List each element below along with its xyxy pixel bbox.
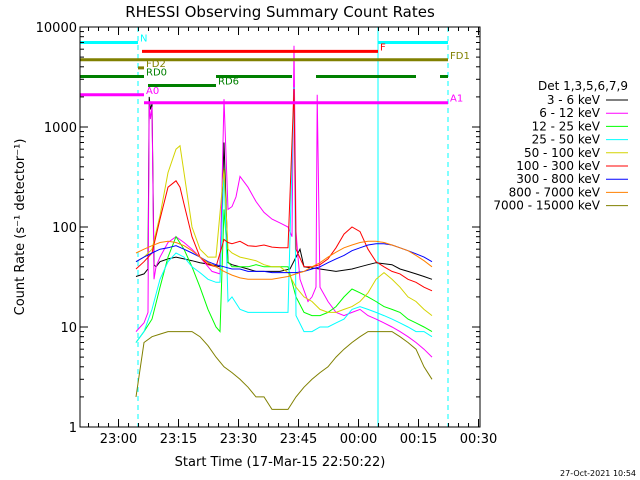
y-tick-label-0: 1 xyxy=(69,421,77,436)
legend-label-7: 800 - 7000 keV xyxy=(509,185,601,199)
series-line-5 xyxy=(135,88,433,292)
legend-label-1: 6 - 12 keV xyxy=(539,106,601,120)
series-line-6 xyxy=(135,243,433,274)
series-line-0 xyxy=(135,96,433,280)
y-tick-label-4: 10000 xyxy=(36,21,77,36)
flag-label-0: N xyxy=(140,33,147,44)
legend-label-5: 100 - 300 keV xyxy=(516,159,600,173)
y-tick-label-3: 1000 xyxy=(44,121,77,136)
series-line-7 xyxy=(135,240,433,280)
y-axis-label: Count Rate (s⁻¹ detector⁻¹) xyxy=(13,139,28,316)
legend-label-0: 3 - 6 keV xyxy=(547,93,601,107)
flag-label-4: RD0 xyxy=(146,67,167,78)
timestamp: 27-Oct-2021 10:54 xyxy=(560,469,636,478)
x-tick-label-4: 00:00 xyxy=(340,432,377,447)
series-line-3 xyxy=(135,87,433,343)
chart-title: RHESSI Observing Summary Count Rates xyxy=(125,3,435,21)
series-line-1 xyxy=(135,45,433,358)
legend-title: Det 1,3,5,6,7,9 xyxy=(538,79,628,93)
flag-label-5: RD6 xyxy=(218,77,239,88)
flag-label-1: F xyxy=(380,42,386,53)
x-tick-label-5: 00:15 xyxy=(400,432,437,447)
axes: 23:00 23:15 23:30 23:45 00:00 00:15 00:30 1 10 10… xyxy=(36,21,498,447)
legend-label-4: 50 - 100 keV xyxy=(524,146,601,160)
legend-label-8: 7000 - 15000 keV xyxy=(493,199,600,213)
legend-label-2: 12 - 25 keV xyxy=(532,119,601,133)
y-tick-label-1: 10 xyxy=(60,321,77,336)
flag-label-6: A0 xyxy=(146,86,159,97)
legend-label-6: 300 - 800 keV xyxy=(516,172,600,186)
x-tick-label-2: 23:30 xyxy=(220,432,257,447)
x-tick-label-3: 23:45 xyxy=(280,432,317,447)
series-line-8 xyxy=(135,331,433,410)
y-tick-label-2: 100 xyxy=(52,221,77,236)
series-line-4 xyxy=(135,144,433,316)
flag-label-2: FD1 xyxy=(450,51,470,62)
flag-label-3: FD2 xyxy=(146,59,166,70)
x-axis-label: Start Time (17-Mar-15 22:50:22) xyxy=(175,455,386,470)
flag-label-7: A1 xyxy=(450,94,463,105)
legend-label-3: 25 - 50 keV xyxy=(532,133,601,147)
x-tick-label-0: 23:00 xyxy=(100,432,137,447)
x-tick-label-6: 00:30 xyxy=(460,432,497,447)
x-tick-label-1: 23:15 xyxy=(160,432,197,447)
